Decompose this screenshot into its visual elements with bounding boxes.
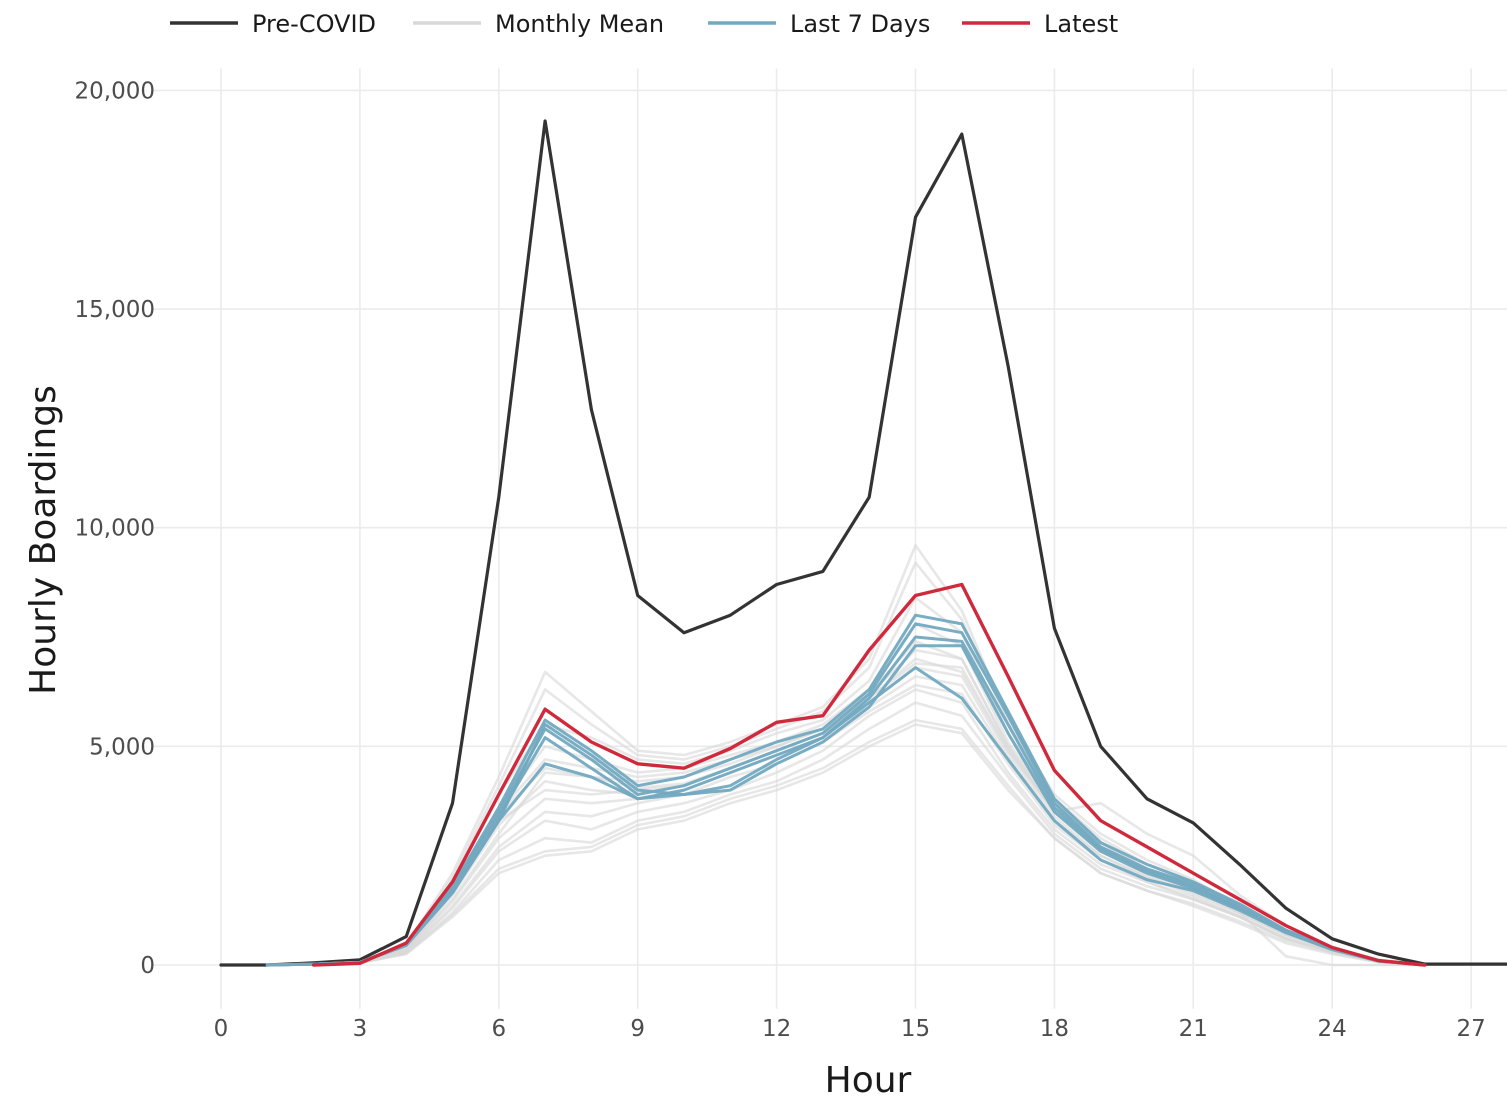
x-tick-label: 18 (1040, 1016, 1069, 1042)
y-tick-label: 15,000 (75, 297, 155, 323)
monthly-mean-lines (219, 543, 1507, 967)
y-tick-label: 20,000 (75, 78, 155, 104)
legend-label: Last 7 Days (790, 10, 930, 38)
x-tick-label: 9 (630, 1016, 645, 1042)
pre-covid-line (219, 119, 1507, 967)
last-7-days-lines (265, 613, 1427, 967)
legend-label: Monthly Mean (495, 10, 664, 38)
y-axis-title: Hourly Boardings (23, 385, 64, 695)
monthly-mean-line (219, 723, 1427, 967)
monthly-mean-line (219, 640, 1427, 967)
x-tick-label: 27 (1456, 1016, 1485, 1042)
last-7-days-line (265, 666, 1427, 967)
x-tick-label: 0 (214, 1016, 229, 1042)
latest-line (311, 582, 1427, 967)
legend-label: Latest (1044, 10, 1118, 38)
gridlines (151, 68, 1507, 1009)
monthly-mean-line (219, 561, 1427, 967)
y-tick-label: 5,000 (89, 734, 155, 760)
x-tick-label: 24 (1318, 1016, 1347, 1042)
x-tick-label: 3 (353, 1016, 368, 1042)
x-tick-label: 21 (1179, 1016, 1208, 1042)
pre-covid-lines (219, 119, 1507, 967)
latest-lines (311, 582, 1427, 967)
x-tick-label: 12 (762, 1016, 791, 1042)
x-tick-label: 6 (491, 1016, 506, 1042)
legend-label: Pre-COVID (252, 10, 376, 38)
y-tick-label: 10,000 (75, 516, 155, 542)
x-tick-labels: 0 3 6 9 12 15 18 21 24 27 (214, 1016, 1486, 1042)
monthly-mean-line (219, 718, 1427, 967)
y-tick-labels: 0 5,000 10,000 15,000 20,000 (75, 78, 155, 979)
legend: Pre-COVID Monthly Mean Last 7 Days Latest (170, 10, 1118, 38)
x-axis-title: Hour (825, 1060, 912, 1097)
x-tick-label: 15 (901, 1016, 930, 1042)
y-tick-label: 0 (140, 953, 155, 979)
